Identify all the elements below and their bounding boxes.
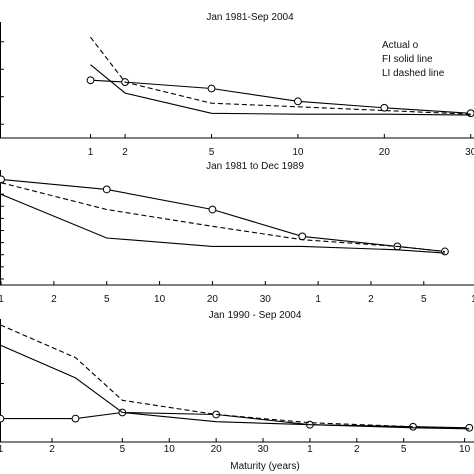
panel-3: Jan 1990 - Sep 2004 Maturity (years) — [209, 310, 302, 472]
panel-2-title: Jan 1981 to Dec 1989 — [206, 161, 304, 172]
panel-2-actual-point — [208, 205, 217, 214]
panel-1-x-tick-label: 20 — [379, 147, 391, 158]
panel-2-actual-point — [441, 247, 449, 256]
panel-3-x-tick-label: 5 — [401, 444, 407, 455]
panel-1-x-tick-label: 10 — [292, 147, 304, 158]
panel-2-x-tick-label: 10 — [471, 294, 474, 305]
panel-3-series-li — [0, 324, 470, 430]
panel-3-x-tick-label: 1 — [307, 444, 313, 455]
panel-1-series-actual — [90, 79, 471, 114]
legend-entry-fi: FI solid line — [382, 54, 433, 65]
panel-1-series-fi — [90, 64, 471, 116]
panel-3-actual-point — [71, 414, 80, 423]
panel-3-x-tick-label: 20 — [211, 444, 223, 455]
panel-1-x-tick-label: 30 — [465, 147, 474, 158]
panel-2-series-actual — [1, 178, 445, 253]
x-axis-label: Maturity (years) — [230, 461, 299, 472]
panel-1-actual-point — [294, 97, 302, 106]
panel-2-actual-point — [298, 232, 307, 241]
panel-2-x-tick-label: 2 — [368, 294, 374, 305]
panel-3-x-tick-label: 10 — [459, 444, 471, 455]
panel-2-actual-point — [0, 175, 5, 184]
panel-2-x-tick-label: 20 — [207, 294, 219, 305]
panel-1-title: Jan 1981-Sep 2004 — [206, 12, 294, 23]
panel-1-x-tick-label: 2 — [122, 147, 128, 158]
panel-2-series-fi — [0, 193, 445, 254]
panel-3-series-actual — [0, 411, 470, 429]
panel-2-x-tick-label: 30 — [260, 294, 272, 305]
panel-1-x-tick-label: 1 — [88, 147, 94, 158]
panel-2-x-tick-label: 1 — [315, 294, 321, 305]
panel-2-x-tick-label: 1 — [0, 294, 4, 305]
panel-2-x-tick-label: 5 — [421, 294, 427, 305]
panel-3-x-tick-label: 1 — [0, 444, 4, 455]
legend-entry-actual: Actual o — [382, 40, 419, 51]
panel-2-x-tick-label: 5 — [104, 294, 110, 305]
panel-1-x-tick-label: 5 — [209, 147, 215, 158]
panel-1-actual-point — [86, 76, 95, 85]
panel-3-x-tick-label: 2 — [354, 444, 360, 455]
panel-3-x-tick-label: 10 — [164, 444, 176, 455]
panel-1-series-li — [90, 36, 471, 115]
panel-2: Jan 1981 to Dec 1989 — [206, 161, 304, 172]
panel-3-title: Jan 1990 - Sep 2004 — [209, 310, 302, 321]
panel-3-series-fi — [0, 344, 470, 430]
panel-3-x-tick-label: 30 — [257, 444, 269, 455]
panel-2-actual-point — [102, 185, 111, 194]
panel-3-x-tick-label: 2 — [49, 444, 55, 455]
panel-2-x-tick-label: 2 — [51, 294, 57, 305]
panel-3-actual-point — [465, 423, 474, 432]
panel-1-actual-point — [207, 84, 216, 93]
panel-2-series-li — [0, 182, 445, 253]
panel-3-x-tick-label: 5 — [120, 444, 126, 455]
panel-1: Jan 1981-Sep 2004 Actual o FI solid line… — [206, 12, 444, 79]
panel-2-x-tick-label: 10 — [154, 294, 166, 305]
panel-3-actual-point — [0, 414, 5, 423]
legend-entry-li: LI dashed line — [382, 68, 445, 79]
panel-1-actual-point — [380, 103, 389, 112]
